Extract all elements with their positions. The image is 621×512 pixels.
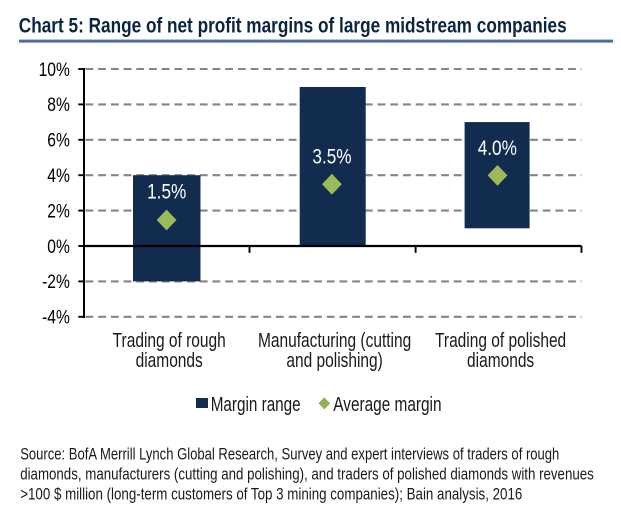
svg-text:8%: 8% xyxy=(47,94,70,116)
svg-text:4.0%: 4.0% xyxy=(478,136,517,160)
svg-text:diamonds, manufacturers (cutti: diamonds, manufacturers (cutting and pol… xyxy=(20,467,594,484)
svg-text:Chart 5: Range of net profit m: Chart 5: Range of net profit margins of … xyxy=(19,14,567,38)
svg-text:>100 $ million (long-term cust: >100 $ million (long-term customers of T… xyxy=(20,487,522,504)
svg-text:Manufacturing (cutting: Manufacturing (cutting xyxy=(258,329,411,351)
svg-text:Trading of rough: Trading of rough xyxy=(113,329,226,351)
svg-text:Trading of polished: Trading of polished xyxy=(435,329,566,351)
svg-text:Average margin: Average margin xyxy=(333,393,441,415)
svg-text:3.5%: 3.5% xyxy=(312,145,351,169)
svg-text:and polishing): and polishing) xyxy=(286,349,382,371)
svg-text:2%: 2% xyxy=(47,200,70,222)
svg-text:diamonds: diamonds xyxy=(136,349,203,371)
svg-text:1.5%: 1.5% xyxy=(147,180,186,204)
svg-text:-2%: -2% xyxy=(42,271,70,293)
svg-text:diamonds: diamonds xyxy=(467,349,534,371)
svg-text:6%: 6% xyxy=(47,129,70,151)
svg-text:0%: 0% xyxy=(47,235,70,257)
svg-text:Source: BofA Merrill Lynch Glo: Source: BofA Merrill Lynch Global Resear… xyxy=(20,446,559,464)
svg-text:10%: 10% xyxy=(39,58,70,80)
svg-text:Margin range: Margin range xyxy=(211,393,301,415)
svg-text:-4%: -4% xyxy=(42,306,70,328)
svg-text:4%: 4% xyxy=(47,164,70,186)
